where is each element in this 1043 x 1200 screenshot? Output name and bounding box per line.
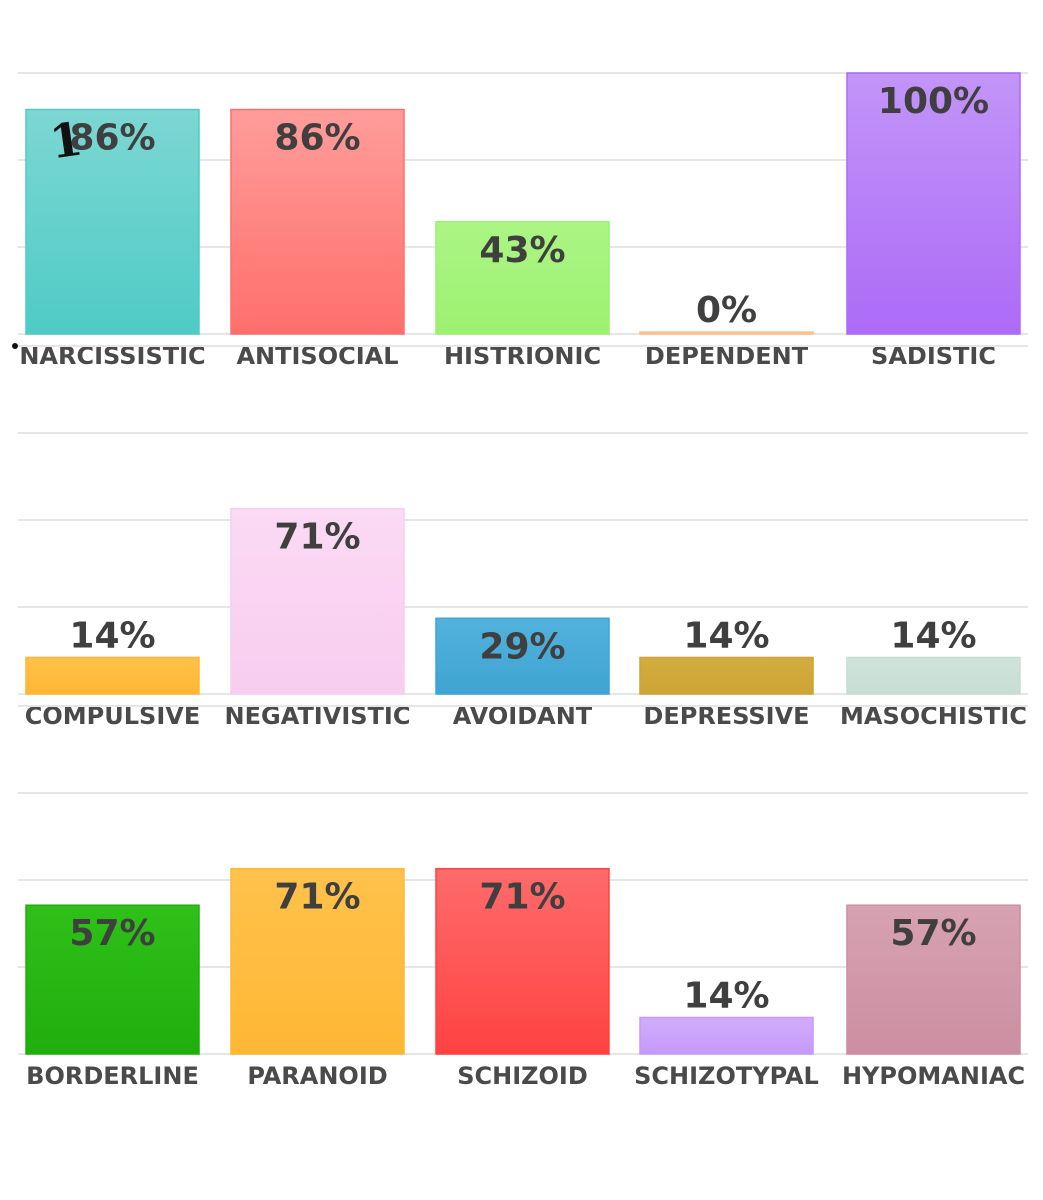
bar-hypomaniac bbox=[846, 904, 1021, 1055]
value-label-schizotypal: 14% bbox=[683, 975, 769, 1016]
value-label-antisocial: 86% bbox=[274, 118, 360, 159]
category-label-schizotypal: SCHIZOTYPAL bbox=[634, 1062, 819, 1090]
value-label-dependent: 0% bbox=[696, 290, 757, 331]
bar-dependent bbox=[639, 331, 814, 335]
value-label-avoidant: 29% bbox=[479, 626, 565, 667]
bar-depressive bbox=[639, 656, 814, 695]
chart-panel-3: 57% BORDERLINE 71% PARANOID 71% SCHIZOID 14% SC… bbox=[18, 705, 1028, 1090]
value-label-paranoid: 71% bbox=[274, 877, 360, 918]
category-label-paranoid: PARANOID bbox=[247, 1062, 387, 1090]
bar-antisocial bbox=[230, 108, 405, 335]
bar-negativistic bbox=[230, 507, 405, 695]
bar-compulsive bbox=[25, 656, 200, 695]
bar-sadistic bbox=[846, 72, 1021, 335]
value-label-borderline: 57% bbox=[69, 913, 155, 954]
chart-panel-2: 14%COMPULSIVE71%NEGATIVISTIC29%AVOIDANT1… bbox=[18, 345, 1028, 730]
category-label-schizoid: SCHIZOID bbox=[457, 1062, 588, 1090]
bar-paranoid bbox=[230, 867, 405, 1055]
bar-schizotypal bbox=[639, 1016, 814, 1055]
handwritten-number-mark: 1 bbox=[46, 111, 85, 169]
value-label-masochistic: 14% bbox=[890, 615, 976, 656]
category-label-borderline: BORDERLINE bbox=[26, 1062, 199, 1090]
value-label-sadistic: 100% bbox=[878, 81, 989, 122]
value-label-histrionic: 43% bbox=[479, 230, 565, 271]
value-label-hypomaniac: 57% bbox=[890, 913, 976, 954]
category-label-hypomaniac: HYPOMANIAC bbox=[842, 1062, 1025, 1090]
chart-panels: 86%NARCISSISTIC86%ANTISOCIAL43%HISTRIONI… bbox=[18, 72, 1028, 1090]
chart-panel-1: 86%NARCISSISTIC86%ANTISOCIAL43%HISTRIONI… bbox=[18, 72, 1028, 370]
value-label-compulsive: 14% bbox=[69, 615, 155, 656]
bar-schizoid bbox=[435, 867, 610, 1055]
bar-avoidant bbox=[435, 617, 610, 695]
bar-histrionic bbox=[435, 221, 610, 335]
handwritten-annotation: 1 bbox=[12, 111, 86, 349]
bar-masochistic bbox=[846, 656, 1021, 695]
value-label-depressive: 14% bbox=[683, 615, 769, 656]
bar-borderline bbox=[25, 904, 200, 1055]
value-label-schizoid: 71% bbox=[479, 877, 565, 918]
bar-narcissistic bbox=[25, 108, 200, 335]
value-label-narcissistic: 86% bbox=[69, 118, 155, 159]
value-label-negativistic: 71% bbox=[274, 517, 360, 558]
handwritten-dot-mark bbox=[12, 343, 18, 349]
